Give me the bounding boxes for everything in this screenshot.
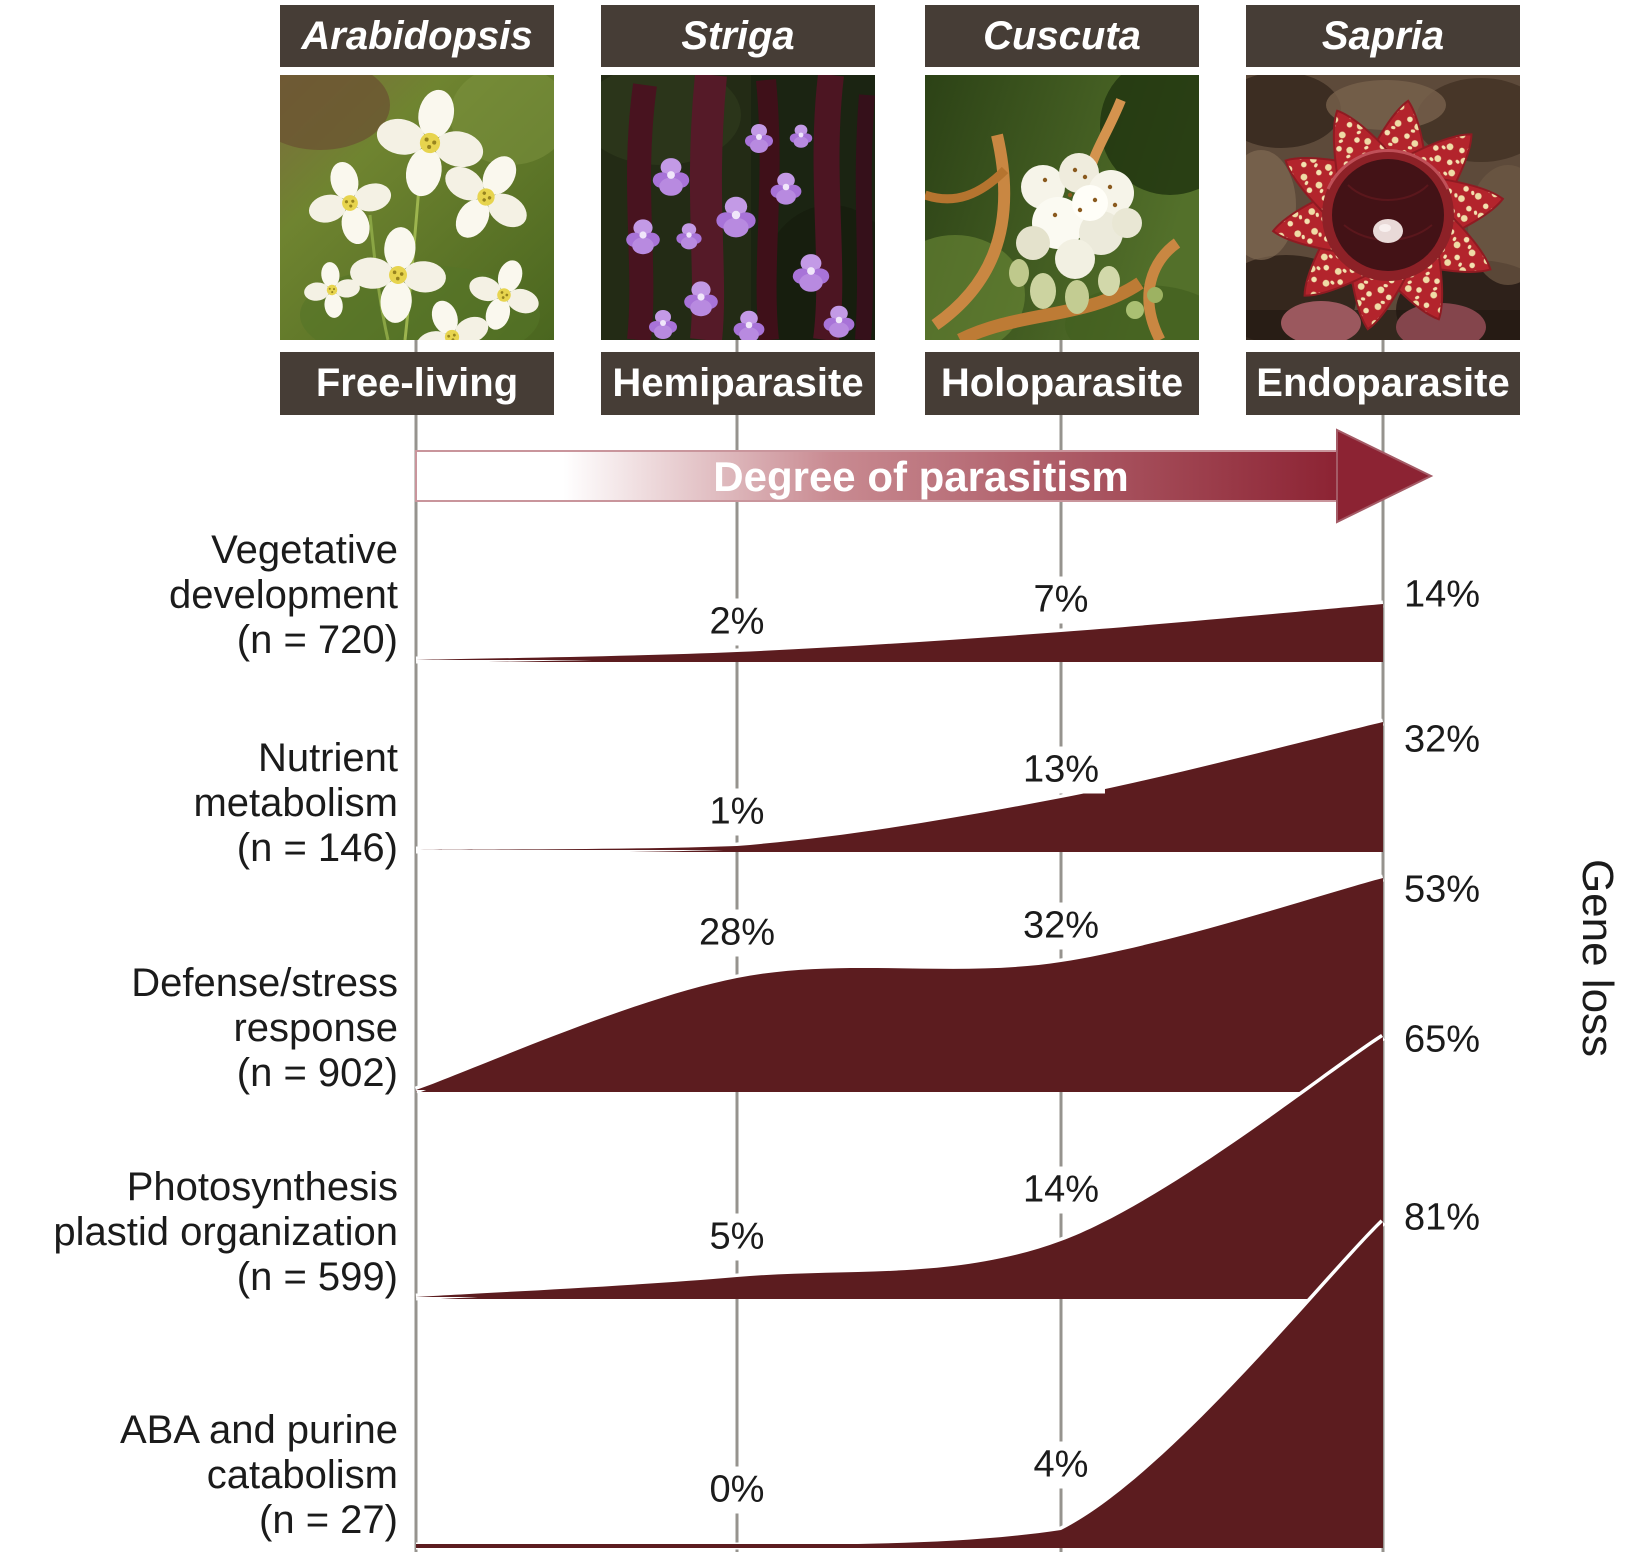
lifestyle-label-hemiparasite: Hemiparasite (601, 352, 875, 415)
pct-defense-striga: 28% (692, 909, 782, 957)
gene-loss-wedges (414, 600, 1386, 1550)
lifestyle-label-endoparasite: Endoparasite (1246, 352, 1520, 415)
pct-aba-sapria: 81% (1398, 1194, 1487, 1242)
pct-defense-sapria: 53% (1398, 866, 1487, 914)
pct-photosynthesis-cuscuta: 14% (1016, 1166, 1106, 1214)
lifestyle-label-free-living: Free-living (280, 352, 554, 415)
species-label-striga: Striga (601, 5, 875, 67)
pct-nutrient-cuscuta: 13% (1016, 746, 1106, 794)
row-label-aba-purine-catabolism: ABA and purine catabolism (n = 27) (120, 1408, 398, 1542)
row-label-vegetative-development: Vegetative development (n = 720) (168, 528, 398, 662)
row-label-defense-stress-response: Defense/stress response (n = 902) (131, 961, 398, 1095)
species-label-arabidopsis: Arabidopsis (280, 5, 554, 67)
pct-defense-cuscuta: 32% (1016, 902, 1106, 950)
species-label-cuscuta: Cuscuta (925, 5, 1199, 67)
pct-nutrient-striga: 1% (703, 788, 771, 836)
pct-aba-striga: 0% (703, 1466, 771, 1514)
parasitism-arrow (415, 428, 1434, 524)
pct-vegetative-cuscuta: 7% (1027, 576, 1095, 624)
gene-loss-axis-label: Gene loss (1573, 858, 1622, 1058)
pct-photosynthesis-sapria: 65% (1398, 1016, 1487, 1064)
pct-nutrient-sapria: 32% (1398, 716, 1487, 764)
pct-vegetative-striga: 2% (703, 598, 771, 646)
arabidopsis-photo (280, 75, 554, 340)
parasitism-arrow-label: Degree of parasitism (713, 453, 1129, 500)
species-label-sapria: Sapria (1246, 5, 1520, 67)
row-label-photosynthesis-plastid: Photosynthesis plastid organization (n =… (53, 1165, 398, 1299)
pct-vegetative-sapria: 14% (1398, 571, 1487, 619)
pct-photosynthesis-striga: 5% (703, 1213, 771, 1261)
row-label-nutrient-metabolism: Nutrient metabolism (n = 146) (193, 736, 398, 870)
pct-aba-cuscuta: 4% (1027, 1441, 1095, 1489)
sapria-photo (1246, 75, 1520, 340)
cuscuta-photo (925, 75, 1199, 340)
lifestyle-label-holoparasite: Holoparasite (925, 352, 1199, 415)
striga-photo (601, 75, 875, 340)
